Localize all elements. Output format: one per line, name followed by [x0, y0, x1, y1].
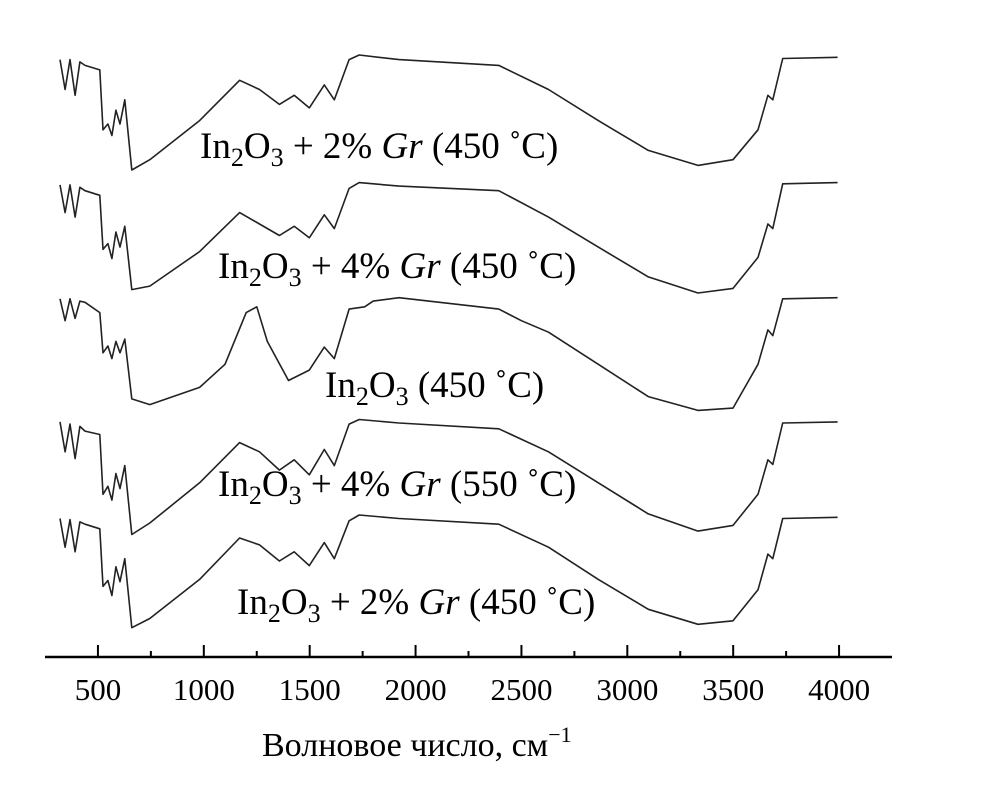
x-axis-label: Волновое число, см−1	[262, 722, 572, 764]
x-tick-label: 4000	[808, 672, 870, 707]
series-label-1: In2O3 + 2% Gr (450 ˚C)	[200, 126, 559, 172]
x-tick-label: 2000	[385, 672, 447, 707]
x-tick-label: 1000	[173, 672, 235, 707]
spectrum-line-5	[59, 514, 838, 629]
x-tick-label: 3500	[702, 672, 764, 707]
series-label-2: In2O3 + 4% Gr (450 ˚C)	[218, 246, 577, 292]
x-tick-label: 3000	[596, 672, 658, 707]
series-label-4: In2O3 + 4% Gr (550 ˚C)	[218, 464, 577, 510]
spectrum-line-4	[59, 418, 838, 536]
x-tick-label: 2500	[490, 672, 552, 707]
x-tick-label: 1500	[279, 672, 341, 707]
x-axis-ticks: 500 1000 1500 2000 2500 3000 3500 4000	[75, 645, 870, 707]
spectrum-line-3	[59, 296, 838, 412]
spectra	[59, 54, 838, 629]
spectrum-line-1	[59, 54, 838, 171]
series-label-5: In2O3 + 2% Gr (450 ˚C)	[237, 582, 596, 628]
series-label-3: In2O3 (450 ˚C)	[325, 365, 545, 411]
x-tick-label: 500	[75, 672, 122, 707]
spectrum-line-2	[59, 181, 838, 294]
